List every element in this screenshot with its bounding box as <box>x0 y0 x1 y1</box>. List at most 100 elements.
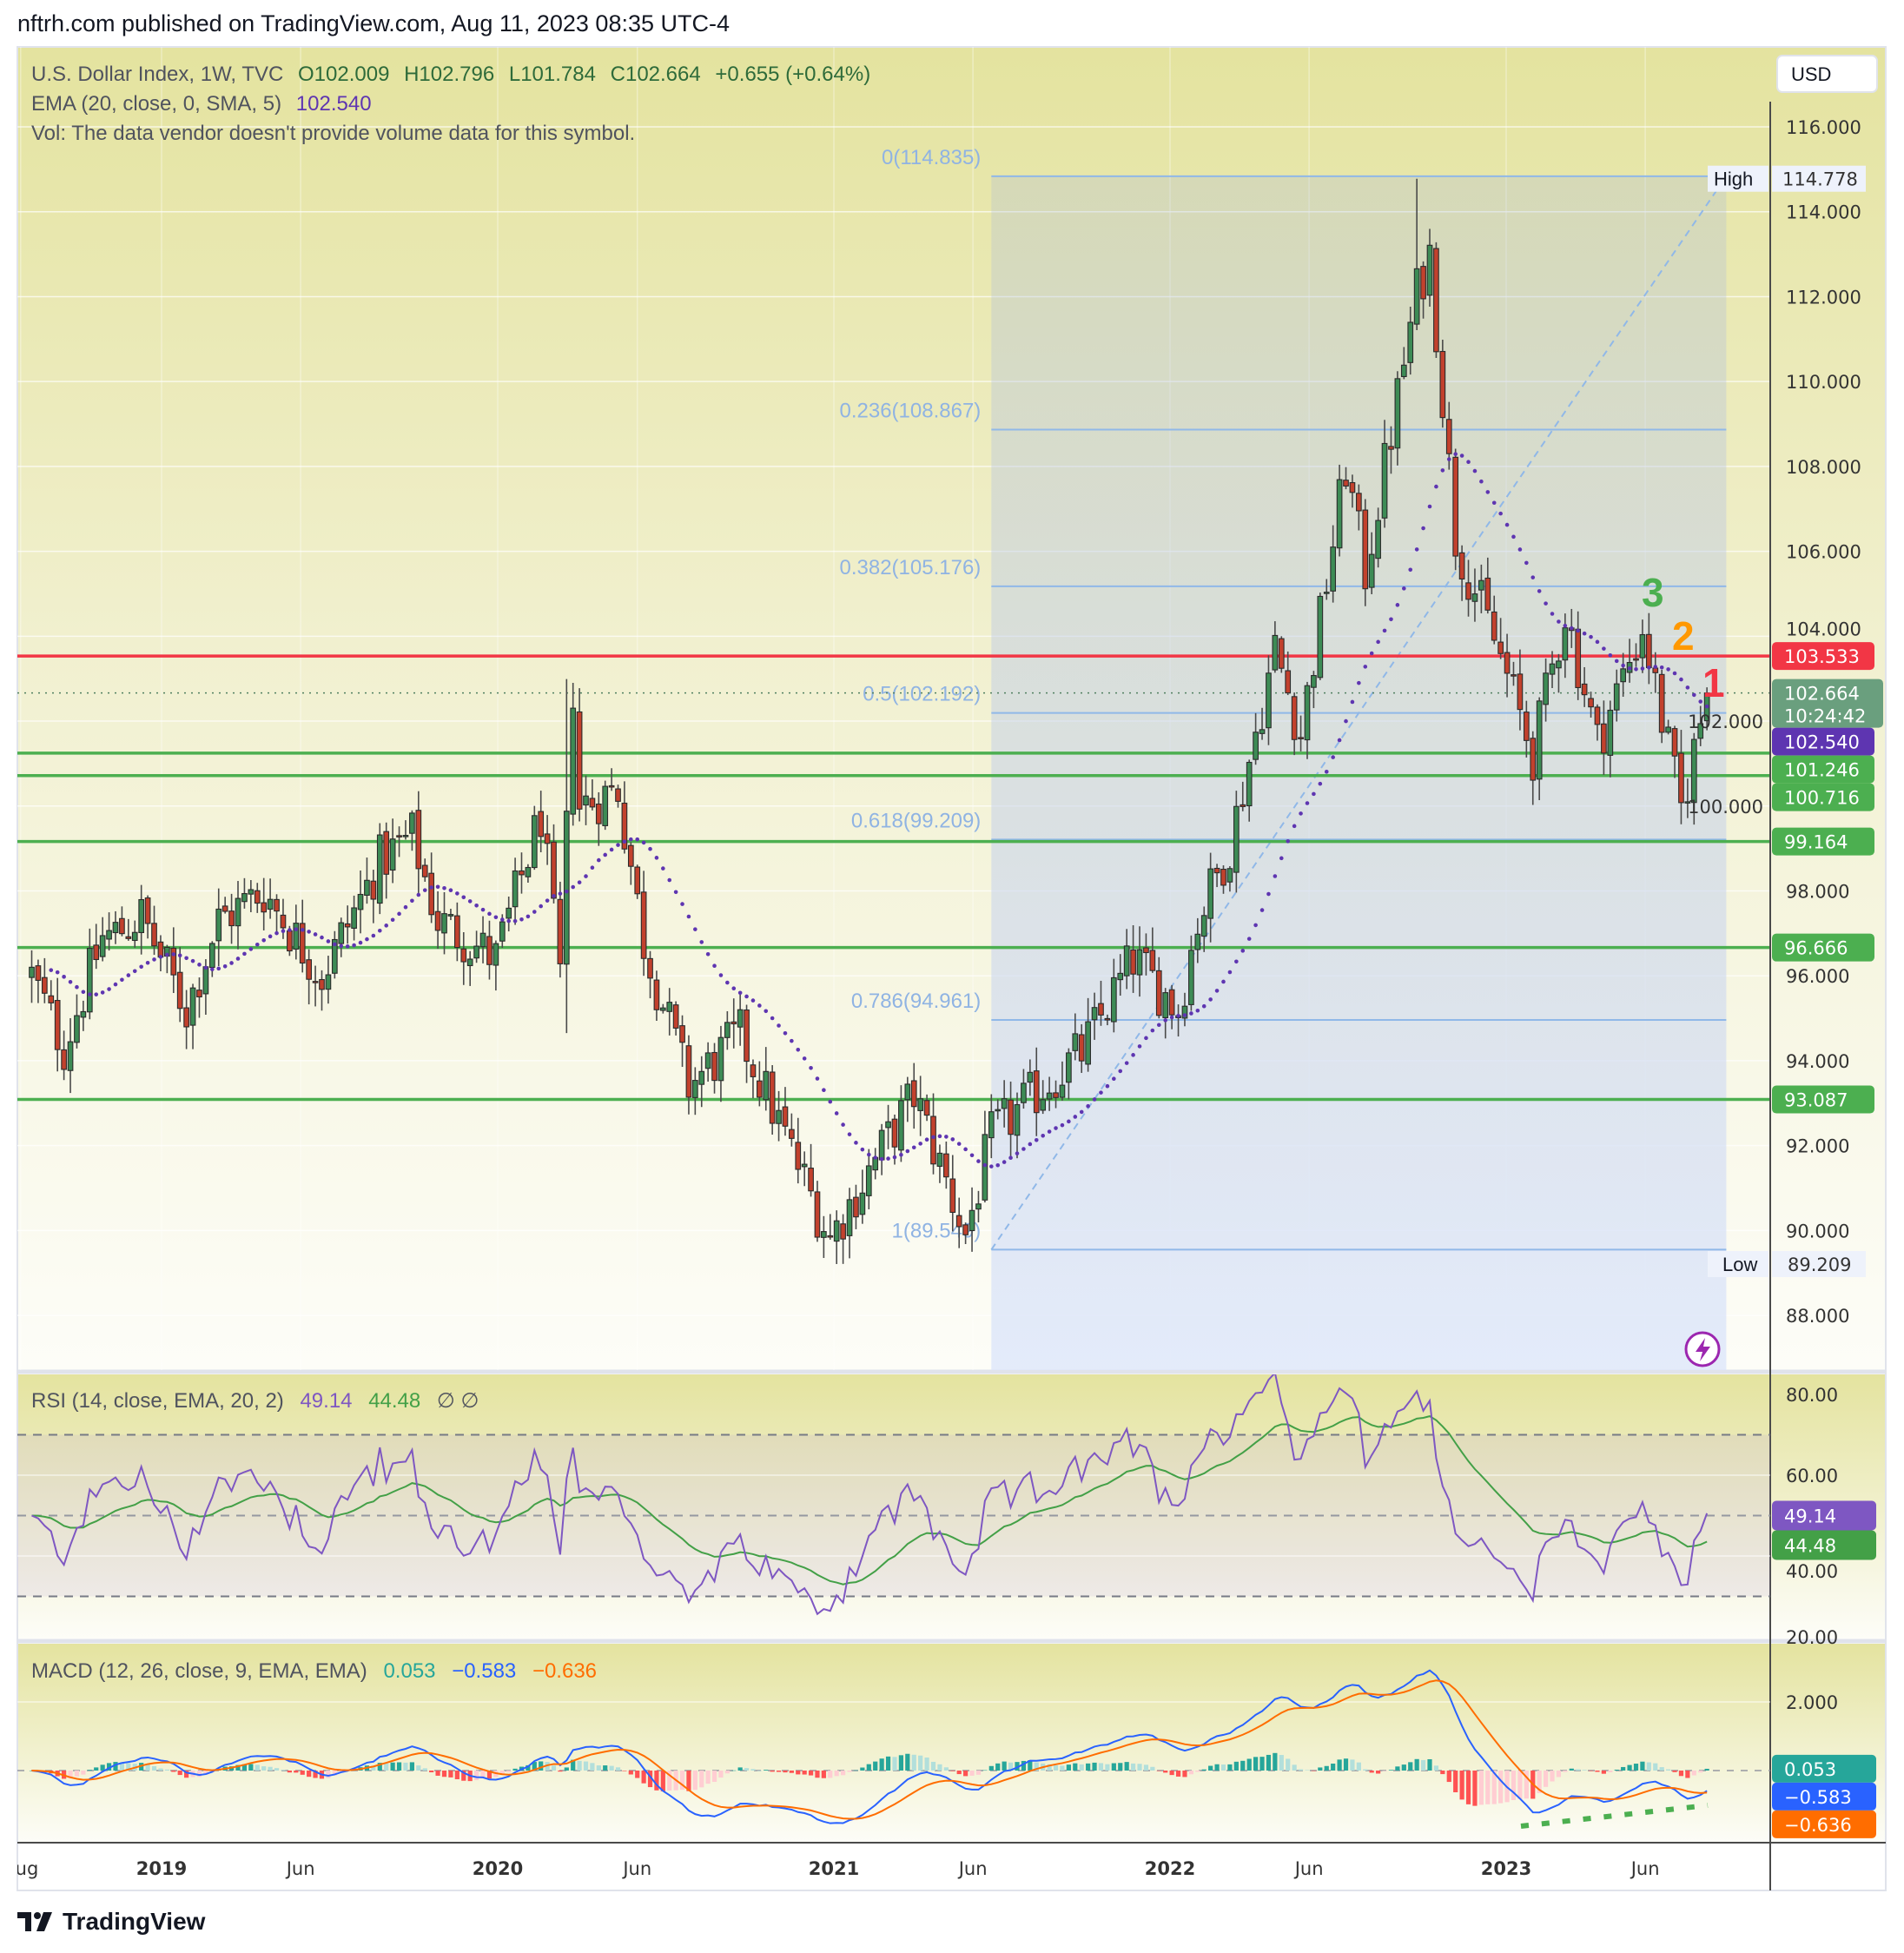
ema-dot <box>1150 1028 1155 1033</box>
candle <box>215 888 222 967</box>
price-tick-label: 114.000 <box>1786 202 1861 223</box>
candle-body <box>551 841 557 899</box>
candle-body <box>189 987 196 1026</box>
candle-body <box>659 1007 666 1011</box>
fib-trend-line[interactable] <box>990 175 1728 1250</box>
candle-body <box>1336 479 1343 549</box>
candle-body <box>41 976 48 994</box>
ohlc-change: +0.655 (+0.64%) <box>715 63 870 86</box>
ema-dot <box>467 899 473 904</box>
candle <box>1021 1069 1027 1109</box>
macd-label[interactable]: MACD (12, 26, close, 9, EMA, EMA) <box>31 1659 367 1683</box>
candle <box>1072 1013 1079 1061</box>
macd-histogram-bar <box>139 1763 144 1771</box>
candle-body <box>1059 1084 1066 1098</box>
macd-histogram-bar <box>1420 1759 1426 1771</box>
ema-dot <box>410 898 414 904</box>
candle <box>1233 791 1240 893</box>
candle-body <box>519 870 525 876</box>
indicator-axes[interactable]: 49.14 44.48 0.053 −0.583 −0.636 80.00 60.00 40.… <box>1772 1385 1876 1838</box>
macd-histogram-bar <box>860 1767 865 1771</box>
candle <box>1291 692 1298 756</box>
candle <box>853 1184 859 1229</box>
wave-label-1[interactable]: 1 <box>1702 660 1725 705</box>
candle <box>1426 228 1433 307</box>
macd-histogram-bar <box>1111 1763 1116 1771</box>
currency-button[interactable]: USD <box>1776 55 1878 93</box>
macd-histogram-bar <box>744 1768 750 1771</box>
ema-dot <box>390 917 395 923</box>
macd-histogram-bar <box>1060 1765 1065 1771</box>
macd-histogram-bar <box>1305 1770 1310 1771</box>
ema-dot <box>1086 1103 1090 1109</box>
candle-body <box>1388 446 1394 450</box>
macd-histogram-bar <box>248 1764 254 1771</box>
lightning-icon[interactable] <box>1684 1331 1721 1367</box>
macd-histogram-bar <box>866 1764 871 1771</box>
ema-dot <box>1395 603 1400 607</box>
candle <box>923 1094 930 1122</box>
candle <box>1581 666 1588 707</box>
macd-histogram-bar <box>1440 1771 1445 1775</box>
candle-body <box>1181 1005 1188 1019</box>
ema-dot <box>1318 781 1323 786</box>
wave-label-3[interactable]: 3 <box>1642 570 1664 615</box>
wave-label-2[interactable]: 2 <box>1672 613 1695 659</box>
ema-dot <box>809 1065 813 1070</box>
time-axis[interactable]: Aug 2019 Jun 2020 Jun 2021 Jun 2022 Jun 2023 Jun <box>3 1858 1660 1879</box>
horizontal-lines[interactable] <box>17 654 1770 1102</box>
fib-zone[interactable] <box>991 175 1727 1370</box>
macd-histogram-bar <box>577 1760 582 1771</box>
ema-dot <box>1163 1018 1167 1023</box>
candle-body <box>917 1098 924 1111</box>
symbol-name[interactable]: U.S. Dollar Index, 1W, TVC <box>31 63 283 86</box>
candle <box>1323 579 1330 600</box>
candle <box>415 791 422 893</box>
price-axis[interactable]: 116.000 114.000 112.000 110.000 108.000 106.0… <box>1688 117 1861 1327</box>
candle <box>659 1003 666 1014</box>
macd-histogram-bar <box>145 1764 150 1771</box>
candle <box>1400 347 1407 380</box>
macd-histogram-bar <box>1633 1764 1639 1771</box>
candle-body <box>1356 493 1362 512</box>
macd-histogram-bar <box>711 1771 717 1782</box>
ema-dot <box>1221 979 1226 984</box>
ema-dot <box>1073 1115 1078 1119</box>
candle <box>319 970 325 1011</box>
candle <box>312 965 319 1007</box>
candle-body <box>1272 634 1279 671</box>
candle <box>1078 1023 1085 1073</box>
ema-legend: EMA (20, close, 0, SMA, 5) 102.540 <box>31 92 372 116</box>
ema-line <box>49 452 1709 1168</box>
candle-body <box>1607 709 1614 756</box>
ema-dot <box>616 843 620 847</box>
ohlc-high: H102.796 <box>404 63 494 86</box>
candle <box>493 940 499 991</box>
fib-level-label: 0(114.835) <box>882 146 981 169</box>
candle <box>1588 692 1594 718</box>
ema-dot <box>654 856 659 860</box>
macd-histogram-bar <box>184 1771 189 1778</box>
macd-histogram-bar <box>1273 1752 1278 1771</box>
macd-histogram-bar <box>1201 1769 1207 1771</box>
ema-label[interactable]: EMA (20, close, 0, SMA, 5) <box>31 92 281 116</box>
macd-histogram-bar <box>68 1771 73 1779</box>
ema-dot <box>126 973 131 977</box>
macd-histogram-bar <box>512 1768 518 1771</box>
rsi-label[interactable]: RSI (14, close, EMA, 20, 2) <box>31 1389 284 1413</box>
candle <box>299 899 306 973</box>
candle <box>1181 992 1188 1027</box>
candle <box>1439 340 1446 428</box>
macd-histogram-bar <box>1363 1769 1368 1771</box>
ema-dot <box>352 943 356 948</box>
ema-dot <box>222 963 228 969</box>
candle-body <box>653 979 660 1010</box>
candle <box>228 893 235 944</box>
ema-dot <box>1402 586 1406 591</box>
ema-dot <box>1376 639 1380 645</box>
price-badge-bg <box>1772 755 1874 784</box>
candle <box>61 1030 67 1081</box>
candle-body <box>208 943 215 969</box>
price-badge-label: 102.540 <box>1784 732 1860 753</box>
